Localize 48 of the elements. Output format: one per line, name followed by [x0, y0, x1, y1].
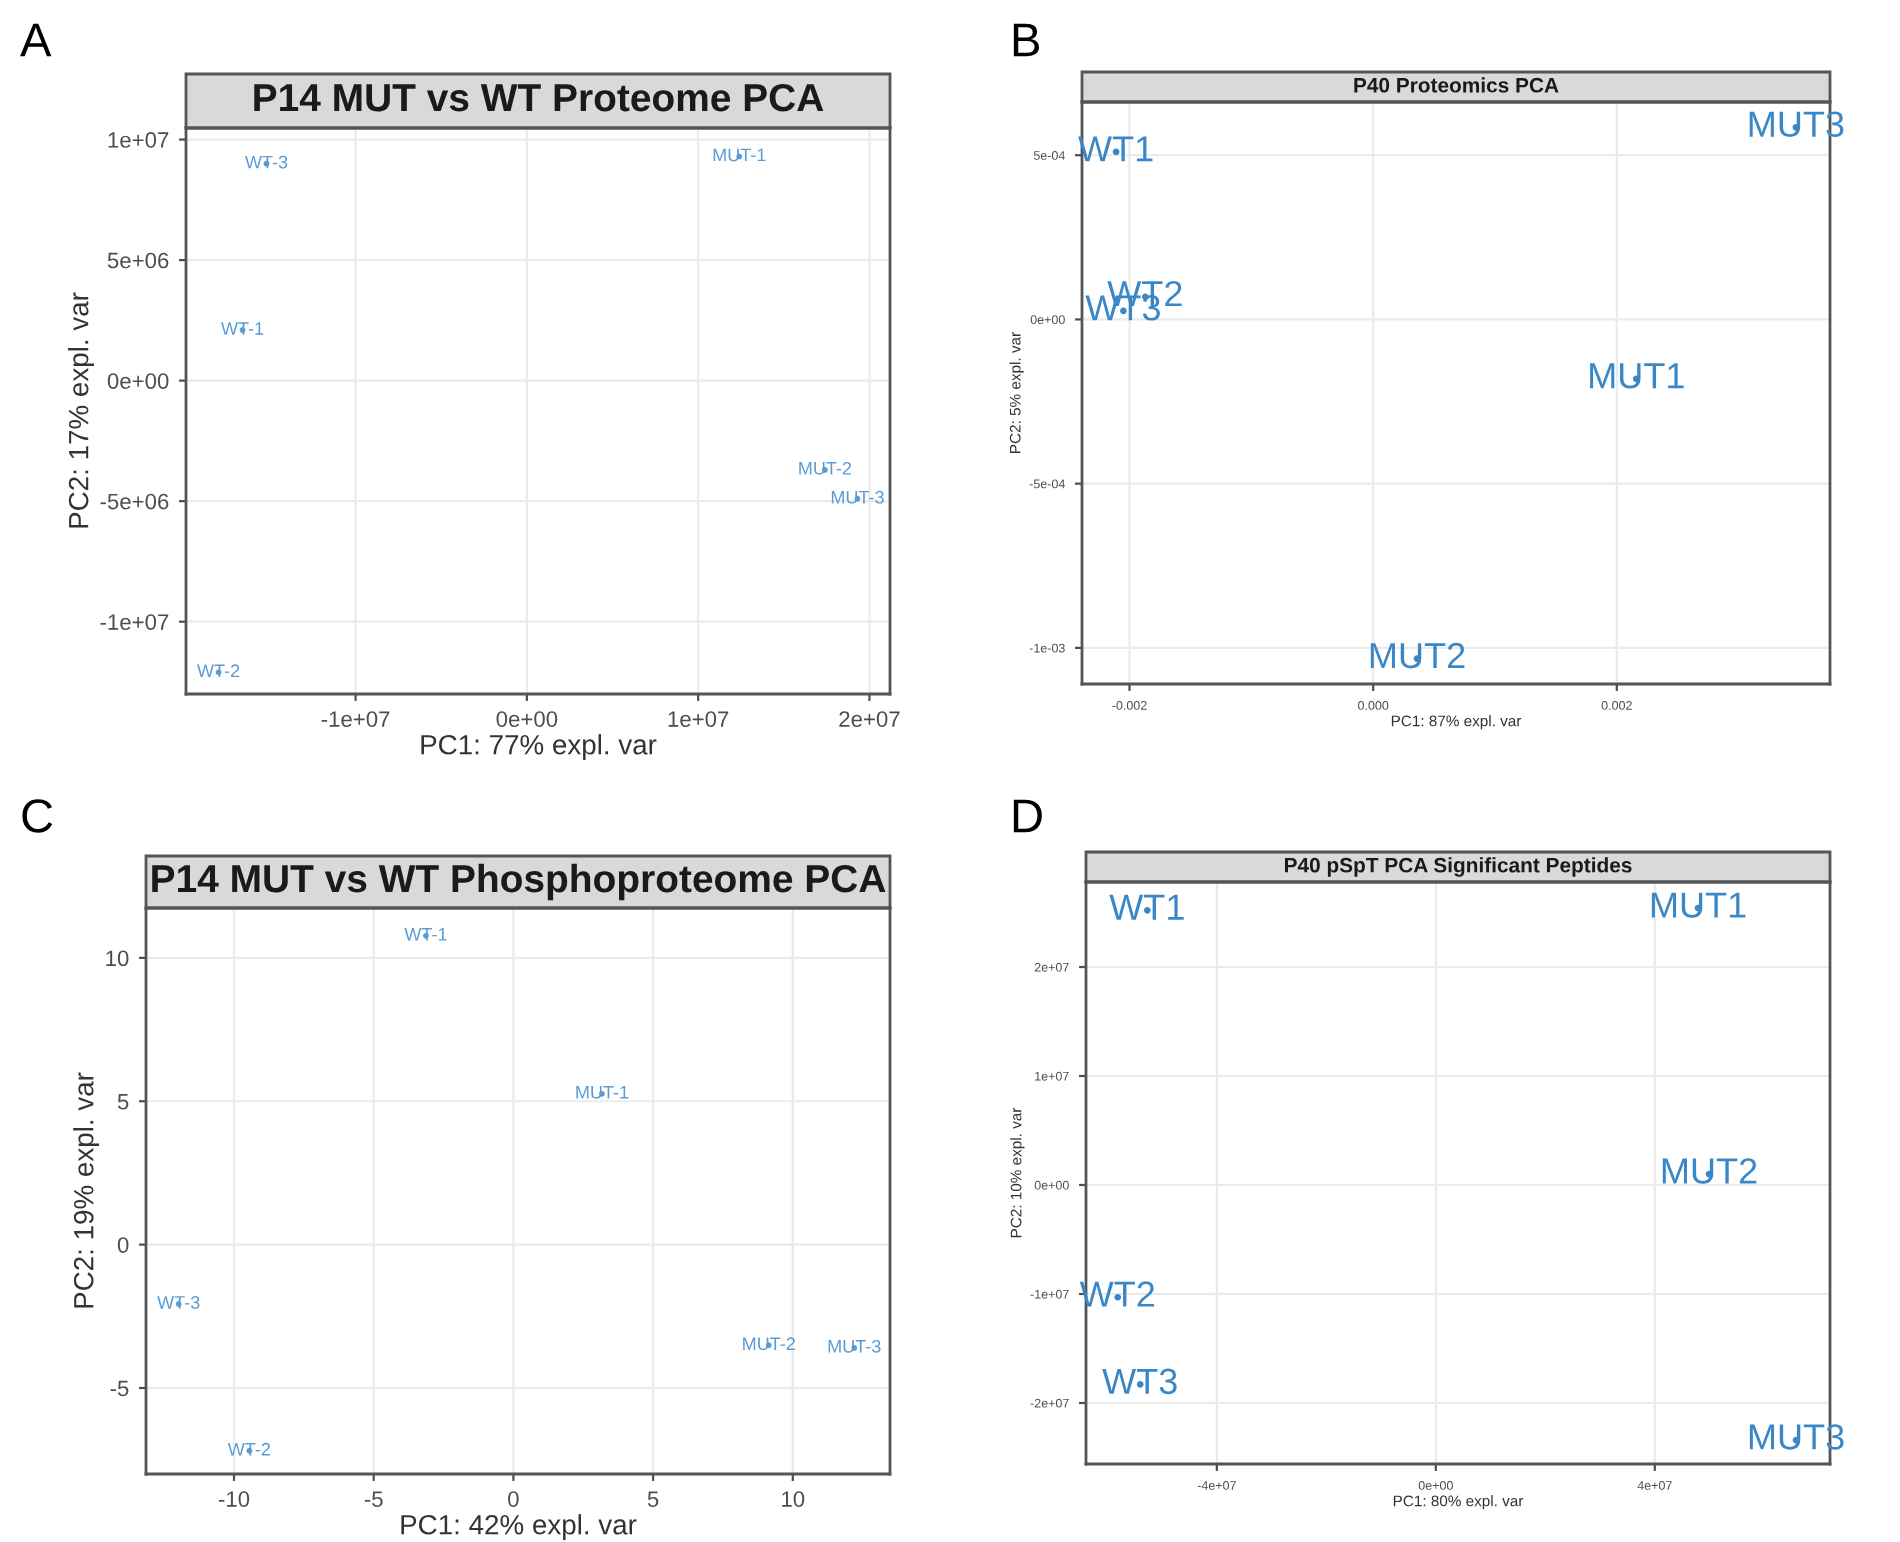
data-label: MUT1: [1590, 363, 1684, 389]
x-tick-label: 1e+07: [668, 711, 729, 727]
text: D: [1013, 799, 1042, 833]
x-tick-label: -1e+07: [321, 711, 390, 727]
chart-title: P40 Proteomics PCA: [1354, 77, 1559, 93]
data-label: WT3: [1102, 1368, 1177, 1395]
y-tick-label: 0: [117, 1237, 129, 1253]
data-label: WT-1: [221, 322, 264, 335]
data-label: WT-1: [404, 928, 447, 941]
data-label: MUT2: [1662, 1158, 1757, 1184]
data-label: MUT-1: [576, 1086, 629, 1099]
data-label: MUT-3: [831, 490, 884, 504]
data-label: MUT2: [1370, 642, 1465, 669]
data-label: MUT1: [1651, 892, 1746, 918]
x-tick-label: 10: [782, 1491, 805, 1507]
y-axis-title: PC2: 19% expl. var: [73, 1072, 100, 1308]
chart-title: P40 pSpT PCA Significant Peptides: [1284, 857, 1632, 877]
data-label: WT-3: [157, 1296, 200, 1309]
y-tick-label: -1e+07: [100, 614, 169, 630]
data-label: MUT-1: [713, 148, 766, 162]
x-tick-label: -10: [218, 1491, 250, 1507]
chart-title: P14 MUT vs WT Phosphoproteome PCA: [152, 863, 886, 901]
y-tick-label: 5e+06: [107, 252, 169, 269]
data-label: WT-2: [227, 1442, 271, 1456]
x-axis-title: PC1: 77% expl. var: [421, 734, 657, 761]
y-tick-label: 1e+07: [108, 132, 169, 148]
data-label: MUT-2: [743, 1337, 795, 1351]
data-label: MUT-3: [828, 1339, 881, 1353]
y-tick-label: 5: [117, 1094, 129, 1110]
y-tick-label: -5: [110, 1380, 129, 1397]
x-tick-label: -5: [364, 1491, 383, 1507]
x-tick-label: 0e+00: [496, 711, 558, 727]
x-tick-label: 0: [508, 1491, 519, 1507]
data-label: WT1: [1109, 894, 1184, 920]
x-tick-label: 2e+07: [839, 711, 900, 727]
x-tick-label: 5: [647, 1491, 659, 1507]
data-label: WT-3: [245, 155, 288, 169]
text: B: [1013, 23, 1039, 57]
y-axis-title: PC2: 17% expl. var: [68, 292, 94, 528]
y-tick-label: -5e+06: [100, 493, 169, 510]
text: C: [22, 799, 53, 833]
text: A: [20, 23, 52, 57]
x-axis-title: PC1: 42% expl. var: [401, 1514, 637, 1541]
data-label: WT-2: [197, 664, 240, 677]
y-tick-label: 10: [106, 950, 129, 967]
chart-title: P14 MUT vs WT Proteome PCA: [254, 83, 824, 112]
y-tick-label: 0e+00: [107, 373, 169, 389]
data-label: MUT-2: [799, 461, 852, 475]
